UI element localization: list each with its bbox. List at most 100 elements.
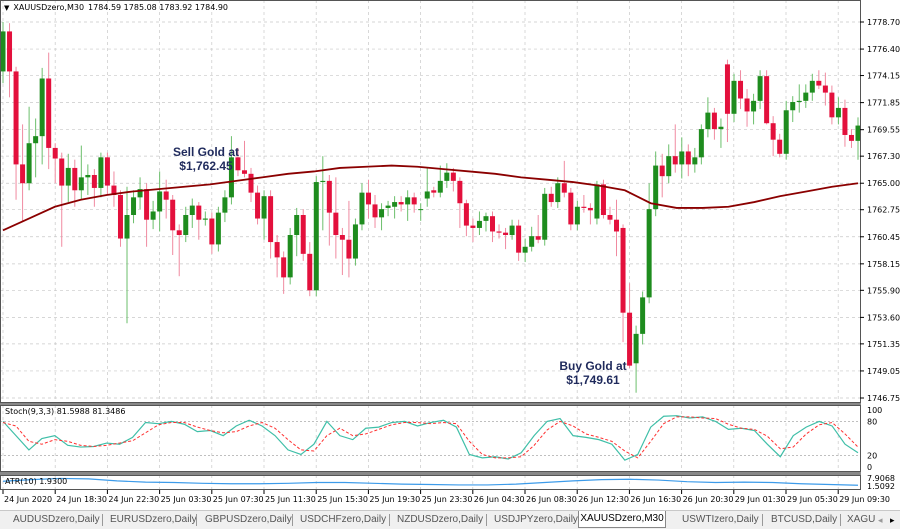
tab-usdchf[interactable]: USDCHFzero,Daily [300,514,387,525]
bear-candle [176,230,182,236]
bull-candle [731,80,737,114]
bull-candle [476,220,482,228]
bear-candle [431,190,437,193]
bear-candle [620,227,626,313]
bull-candle [646,209,652,298]
bull-candle [33,136,39,144]
bear-candle [339,235,345,240]
tab-scroll-left-icon[interactable]: ◂ [878,515,883,525]
bear-candle [52,147,58,159]
moving-average-line [2,164,859,232]
price-label: 1771.85 [867,99,900,108]
price-label: 1751.35 [867,340,900,349]
bull-candle [666,156,672,177]
bull-candle [835,107,841,118]
bull-candle [150,211,156,220]
bear-candle [196,205,202,220]
bear-candle [711,112,717,130]
price-label: 1753.60 [867,313,900,322]
bear-candle [600,184,606,216]
price-label: 1749.05 [867,367,900,376]
bull-candle [692,157,698,165]
tab-nzdusd[interactable]: NZDUSDzero,Daily [397,514,484,525]
bull-candle [698,129,704,158]
chart-canvas[interactable]: 1778.70 1776.40 1774.15 1771.85 1769.55 1767.… [0,0,900,510]
bear-candle [209,218,215,245]
bear-candle [372,204,378,218]
time-label: 29 Jun 09:30 [839,495,890,504]
tab-separator [196,514,197,526]
stoch-axis-label: 80 [867,417,877,426]
bull-candle [320,180,326,183]
bull-candle [509,225,515,236]
time-label: 26 Jun 20:30 [683,495,734,504]
buy-annotation: Buy Gold at $1,749.61 [547,359,639,387]
bull-candle [78,177,84,191]
bear-candle [241,170,247,174]
buy-annotation-line1: Buy Gold at [559,359,627,373]
tab-usdjpy[interactable]: USDJPYzero,Daily [494,514,578,525]
stoch-main-line [2,415,859,461]
bear-candle [248,173,254,193]
bull-candle [405,197,411,205]
bear-candle [672,156,678,165]
bear-candle [777,139,783,154]
bear-candle [659,165,665,177]
bear-candle [91,174,97,188]
bear-candle [104,157,110,186]
tab-eurusd[interactable]: EURUSDzero,Daily [110,514,197,525]
bear-candle [503,232,509,236]
tab-audusd[interactable]: AUDUSDzero,Daily [13,514,100,525]
moving-average [2,164,859,232]
bull-candle [418,209,424,211]
price-label: 1762.75 [867,206,900,215]
bear-candle [561,183,567,193]
bear-candle [842,107,848,135]
bull-candle [294,215,300,236]
tab-scroll-right-icon[interactable]: ▸ [890,515,895,525]
sell-annotation-line2: $1,762.45 [179,159,233,173]
bear-candle [587,207,593,211]
bull-candle [529,236,535,247]
time-label: 26 Jun 08:30 [526,495,577,504]
bear-candle [326,180,332,213]
price-label: 1769.55 [867,126,900,135]
sell-annotation: Sell Gold at $1,762.45 [160,145,252,173]
bear-candle [764,76,770,124]
bull-candle [39,78,45,137]
pane-separator [0,472,861,475]
tab-xagu[interactable]: XAGU [847,514,876,525]
bear-candle [829,92,835,118]
tab-uswti[interactable]: USWTIzero,Daily [682,514,759,525]
bull-candle [287,235,293,278]
bear-candle [457,180,463,204]
bear-candle [470,225,476,228]
stoch-pane-frame [0,405,861,472]
tab-gbpusd[interactable]: GBPUSDzero,Daily [205,514,292,525]
pane-frames [0,0,861,490]
time-label: 24 Jun 18:30 [56,495,107,504]
bear-candle [548,193,554,203]
tab-separator [762,514,763,526]
atr-pane-frame [0,475,861,490]
bear-candle [268,196,274,243]
dropdown-triangle-icon[interactable]: ▼ [4,3,10,12]
bear-candle [46,78,52,148]
tab-xauusd[interactable]: XAUUSDzero,M30 [578,511,666,528]
tab-btcusd[interactable]: BTCUSD,Daily [771,514,838,525]
bear-candle [72,167,78,191]
stoch-axis-label: 20 [867,452,877,461]
bear-candle [235,157,241,171]
axes: 1778.70 1776.40 1774.15 1771.85 1769.55 1767.… [2,18,900,504]
atr-pane [2,477,859,486]
time-label: 25 Jun 07:30 [213,495,264,504]
bull-candle [574,206,580,225]
time-label: 25 Jun 15:30 [317,495,368,504]
bull-candle [379,209,385,218]
bear-candle [490,216,496,232]
bull-candle [594,184,600,219]
bull-candle [26,143,32,184]
grid [0,0,860,490]
time-label: 26 Jun 04:30 [474,495,525,504]
bear-candle [117,194,123,239]
